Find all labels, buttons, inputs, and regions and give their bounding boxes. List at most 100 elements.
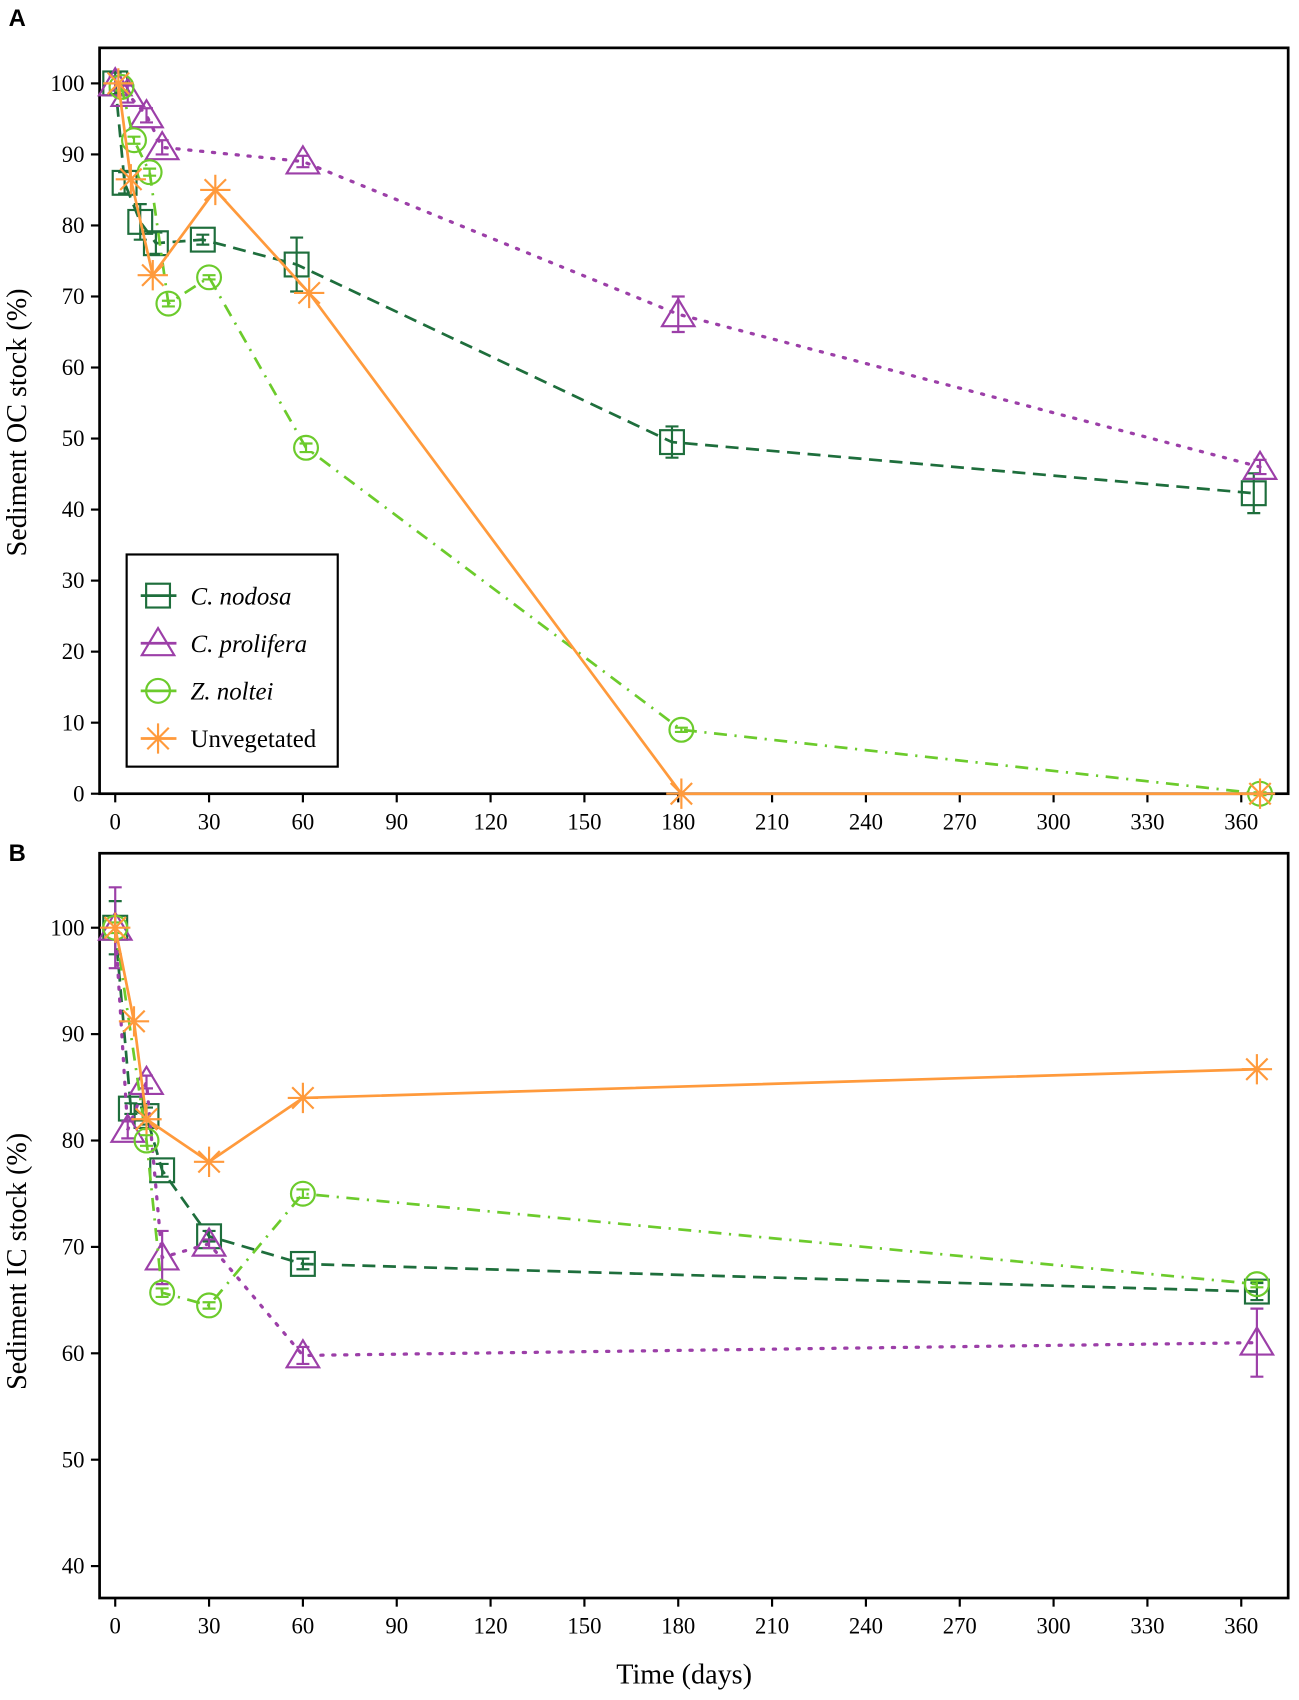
x-tick-label: 30 [198, 1614, 221, 1639]
data-point-asterisk-marker [287, 1082, 319, 1114]
x-tick-label: 270 [943, 809, 977, 834]
y-tick-label: 100 [50, 915, 84, 940]
series-line [113, 927, 1257, 1164]
data-point-square-marker [289, 1250, 316, 1277]
error-bar [155, 1229, 169, 1286]
x-tick-label: 150 [567, 809, 601, 834]
data-point-triangle-marker [284, 144, 322, 175]
y-tick-label: 70 [62, 284, 85, 309]
data-point-triangle-marker [284, 1338, 322, 1369]
series-line [113, 83, 1254, 495]
y-tick-label: 10 [62, 710, 85, 735]
data-point-triangle-marker [109, 1112, 146, 1143]
data-point-asterisk-marker [131, 1104, 162, 1135]
x-tick-label: 180 [661, 809, 695, 834]
series-c-nodosa [102, 70, 1267, 515]
data-point-square-marker [658, 429, 685, 456]
panel-letter-a: A [9, 5, 26, 32]
y-tick-label: 50 [62, 1447, 85, 1472]
data-point-circle-marker [149, 1279, 176, 1306]
data-point-circle-marker [668, 716, 695, 743]
error-bar [296, 154, 310, 169]
legend-box [125, 553, 339, 768]
error-bar [140, 1134, 154, 1147]
data-point-square-marker [142, 230, 169, 257]
legend-asterisk-marker [142, 723, 174, 754]
y-axis-label-b: Sediment IC stock (%) [2, 1133, 33, 1390]
error-bar [1253, 458, 1267, 476]
data-point-square-marker [1240, 480, 1267, 507]
y-tick-label: 60 [62, 355, 85, 380]
panel-a: 0 30 60 90 120 150 180 210 240 270 300 330 360 0 10 20 3… [50, 46, 1290, 834]
y-tick-label: 50 [62, 426, 85, 451]
panel-b: 0 30 60 90 120 150 180 210 240 270 300 330 360 40 50 60… [50, 851, 1290, 1639]
data-point-square-marker [111, 169, 138, 196]
data-point-circle-marker [155, 290, 182, 317]
series-line [113, 81, 1262, 469]
data-point-asterisk-marker [200, 174, 231, 206]
y-tick-label: 30 [62, 568, 85, 593]
data-point-asterisk-marker [103, 68, 134, 99]
data-point-asterisk-marker [115, 164, 147, 195]
x-tick-label: 60 [292, 809, 315, 834]
error-bar [1250, 1279, 1264, 1289]
error-bar [127, 135, 141, 145]
error-bar [299, 442, 313, 454]
legend-circle-marker [145, 677, 172, 704]
data-point-asterisk-marker [1241, 1054, 1273, 1085]
series-c-prolifera [97, 886, 1276, 1378]
legend-triangle-marker [139, 625, 177, 657]
x-tick-label: 90 [385, 1614, 408, 1639]
error-bar [155, 1287, 169, 1298]
data-point-asterisk-marker [100, 912, 131, 943]
y-tick-label: 40 [62, 1554, 85, 1579]
x-tick-label: 300 [1037, 1614, 1071, 1639]
data-point-asterisk-marker [294, 277, 325, 309]
y-tick-label: 90 [62, 1022, 85, 1047]
x-tick-label: 330 [1130, 1614, 1164, 1639]
data-point-asterisk-marker [193, 1146, 225, 1177]
x-tick-label: 360 [1224, 1614, 1258, 1639]
series-z-noltei [102, 914, 1270, 1319]
error-bar [296, 1188, 310, 1200]
data-point-triangle-marker [143, 130, 181, 161]
x-tick-label: 300 [1037, 809, 1071, 834]
legend: C. nodosa C. prolifera Z. noltei Unvegetate… [125, 553, 339, 768]
series-c-nodosa [102, 900, 1270, 1305]
panel-letter-b: B [9, 840, 26, 867]
series-line [113, 927, 1258, 1307]
error-bar [202, 1301, 216, 1310]
data-point-asterisk-marker [1244, 778, 1276, 809]
y-tick-label: 100 [50, 71, 84, 96]
error-bar [155, 1162, 169, 1178]
series-c-prolifera [97, 66, 1279, 480]
x-tick-label: 360 [1224, 809, 1258, 834]
series-z-noltei [108, 73, 1274, 807]
data-point-circle-marker [196, 264, 223, 291]
legend-label: C. nodosa [191, 583, 292, 610]
data-point-triangle-marker [660, 296, 697, 328]
x-tick-label: 240 [849, 1614, 883, 1639]
error-bar [143, 167, 157, 177]
x-tick-label: 150 [567, 1614, 601, 1639]
x-tick-label: 180 [661, 1614, 695, 1639]
y-tick-label: 70 [62, 1234, 85, 1259]
error-bar [674, 726, 688, 733]
legend-square-marker [145, 582, 172, 609]
data-point-circle-marker [293, 434, 320, 461]
error-bar [1250, 1307, 1264, 1378]
data-point-square-marker [1243, 1278, 1270, 1305]
legend-label: Unvegetated [191, 726, 317, 753]
plot-frame [98, 851, 1290, 1600]
error-bar [665, 425, 679, 459]
x-tick-label: 210 [755, 809, 789, 834]
y-tick-label: 40 [62, 497, 85, 522]
legend-label: C. prolifera [191, 631, 308, 658]
x-tick-label: 210 [755, 1614, 789, 1639]
error-bar [202, 1238, 216, 1250]
y-tick-label: 60 [62, 1341, 85, 1366]
error-bar [196, 233, 210, 246]
y-tick-label: 80 [62, 1128, 85, 1153]
x-tick-label: 240 [849, 809, 883, 834]
